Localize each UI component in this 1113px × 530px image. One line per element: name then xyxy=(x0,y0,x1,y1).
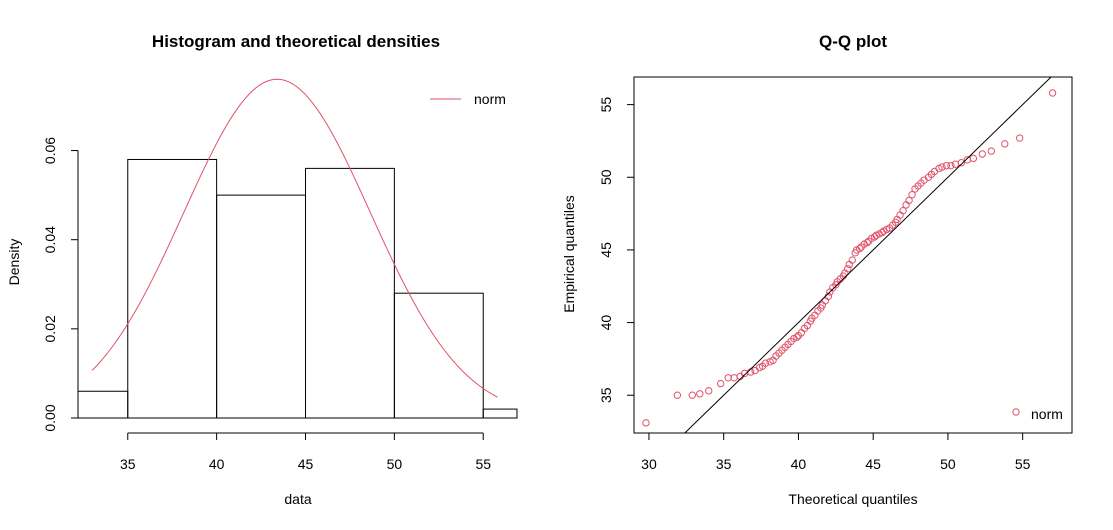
qq-plot-x-axis-label: Theoretical quantiles xyxy=(788,491,917,507)
qq-plot-title: Q-Q plot xyxy=(819,32,887,51)
qq-plot-panel: Q-Q plot Theoretical quantiles Empirical… xyxy=(561,32,1073,507)
qq-point xyxy=(717,379,725,388)
qq-legend-circle-swatch xyxy=(1012,408,1020,416)
qq-point xyxy=(947,161,955,170)
qq-point xyxy=(951,160,960,168)
qq-point xyxy=(688,391,696,399)
qq-plot-legend: norm xyxy=(1012,406,1063,422)
histogram-title: Histogram and theoretical densities xyxy=(152,32,440,51)
histogram-bar-4 xyxy=(304,167,395,419)
histogram-bar-1 xyxy=(77,390,129,419)
qq-point xyxy=(905,196,913,205)
qq-x-tick-label: 30 xyxy=(641,456,657,472)
qq-point xyxy=(863,238,871,247)
qq-point xyxy=(848,256,856,264)
qq-points xyxy=(642,89,1057,427)
qq-point xyxy=(673,391,682,399)
histogram-panel: Histogram and theoretical densities data… xyxy=(6,32,518,507)
qq-x-tick-label: 45 xyxy=(865,456,881,472)
qq-point xyxy=(969,154,978,163)
qq-point xyxy=(938,163,946,171)
qq-point xyxy=(942,161,951,170)
qq-point xyxy=(761,359,770,367)
histogram-x-tick-label: 50 xyxy=(387,456,403,472)
qq-point xyxy=(963,156,972,164)
histogram-bar-5 xyxy=(393,292,484,419)
qq-x-tick-label: 35 xyxy=(716,456,732,472)
histogram-bar-2 xyxy=(127,158,218,419)
qq-reference-line xyxy=(684,76,1052,434)
qq-point xyxy=(705,387,713,395)
qq-point xyxy=(1048,89,1057,97)
qq-point xyxy=(730,374,738,382)
histogram-y-axis-label: Density xyxy=(6,239,22,286)
qq-plot-frame xyxy=(633,76,1073,434)
histogram-y-axis: 0.00 0.02 0.04 0.06 xyxy=(42,137,79,432)
histogram-x-tick-label: 40 xyxy=(209,456,225,472)
qq-x-tick-label: 50 xyxy=(940,456,956,472)
qq-point xyxy=(696,390,704,398)
qq-point xyxy=(724,374,732,382)
histogram-legend-label: norm xyxy=(474,91,506,107)
histogram-legend: norm xyxy=(430,91,506,107)
histogram-y-tick-label: 0.04 xyxy=(42,226,58,253)
histogram-y-tick-label: 0.00 xyxy=(42,404,58,431)
histogram-x-axis-label: data xyxy=(284,491,311,507)
qq-legend-label: norm xyxy=(1031,406,1063,422)
qq-point xyxy=(957,159,966,167)
qq-y-tick-label: 55 xyxy=(598,97,614,113)
histogram-bar-6 xyxy=(482,408,518,419)
histogram-x-axis: 35 40 45 50 55 xyxy=(120,432,491,472)
qq-point xyxy=(987,147,995,155)
qq-point xyxy=(978,150,987,158)
normal-density-curve xyxy=(91,78,498,398)
histogram-y-tick-label: 0.06 xyxy=(42,137,58,164)
histogram-x-tick-label: 35 xyxy=(120,456,136,472)
histogram-bars xyxy=(77,158,518,419)
qq-y-tick-label: 50 xyxy=(598,169,614,185)
qq-point xyxy=(899,206,907,215)
qq-x-tick-label: 40 xyxy=(791,456,807,472)
qq-point xyxy=(1015,134,1024,142)
qq-point xyxy=(844,265,852,273)
qq-point xyxy=(856,244,864,253)
qq-plot-x-axis: 30 35 40 45 50 55 xyxy=(641,433,1031,472)
qq-plot-y-axis: 35 40 45 50 55 xyxy=(598,97,634,403)
histogram-bar-3 xyxy=(216,194,306,419)
qq-point xyxy=(642,419,650,427)
qq-point xyxy=(908,191,916,199)
histogram-y-tick-label: 0.02 xyxy=(42,315,58,342)
qq-plot-y-axis-label: Empirical quantiles xyxy=(561,195,577,313)
histogram-x-tick-label: 45 xyxy=(298,456,314,472)
histogram-x-tick-label: 55 xyxy=(475,456,491,472)
qq-point xyxy=(1001,140,1009,148)
qq-y-tick-label: 45 xyxy=(598,242,614,258)
qq-point xyxy=(793,333,801,341)
qq-y-tick-label: 35 xyxy=(598,387,614,403)
qq-y-tick-label: 40 xyxy=(598,315,614,331)
qq-x-tick-label: 55 xyxy=(1015,456,1031,472)
